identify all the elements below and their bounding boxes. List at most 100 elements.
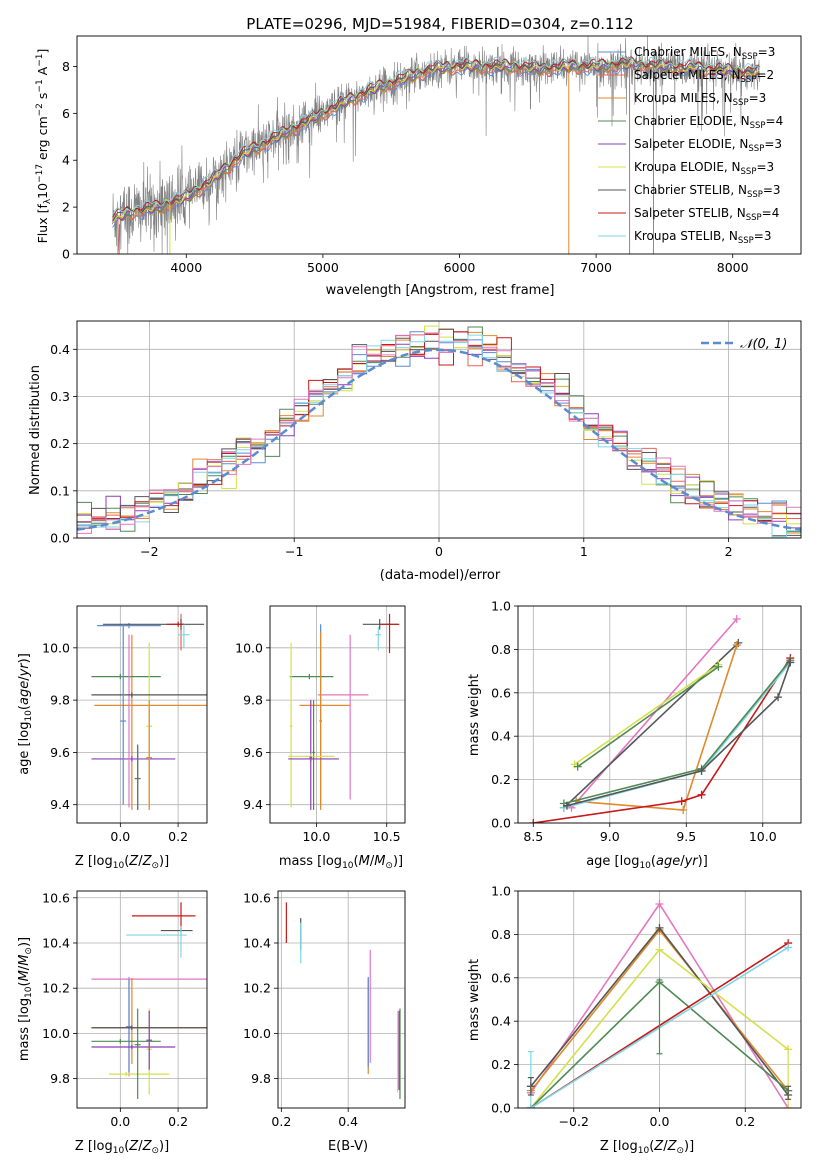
- data-layer: [285, 902, 401, 1099]
- y-tick-label: 1.0: [491, 884, 511, 899]
- x-tick-label: 0.4: [338, 1114, 358, 1129]
- spectrum-plot: 4000 5000 6000 7000 8000 0 2 4 6 8: [62, 35, 802, 275]
- weight-vs-age-ylabel: mass weight: [467, 674, 482, 756]
- legend-entry: Kroupa STELIB, NSSP=3: [634, 229, 772, 246]
- mass-weight-line: [566, 662, 792, 807]
- spectrum-ylabel-part: Flux [f: [35, 204, 50, 244]
- axes-border: [277, 890, 406, 1109]
- axes-border: [76, 890, 208, 1109]
- data-layer: [526, 900, 793, 1108]
- y-tick-label: 0.0: [491, 1101, 511, 1116]
- spectrum-ylabel-sub: λ: [43, 198, 53, 204]
- y-tick-label: 2: [62, 200, 70, 215]
- y-tick-label: 0.4: [50, 342, 70, 357]
- age-vs-mass-plot: 10.0 10.5 9.4 9.6 9.8 10.0: [235, 605, 406, 844]
- spectrum-ylabel-sup: −17: [35, 164, 45, 183]
- x-tick-label: 0.0: [110, 829, 130, 844]
- legend-entry: Salpeter STELIB, NSSP=4: [634, 206, 779, 223]
- legend-entry: Kroupa ELODIE, NSSP=3: [634, 160, 774, 177]
- y-tick-label: 9.4: [50, 797, 70, 812]
- mass-weight-line: [563, 659, 791, 805]
- data-layer: [288, 613, 400, 810]
- y-tick-label: 0.0: [50, 531, 70, 546]
- x-tick-label: 5000: [307, 260, 339, 275]
- x-tick-label: −0.2: [559, 1114, 589, 1129]
- x-tick-label: 0.2: [168, 829, 188, 844]
- legend-entry: Chabrier ELODIE, NSSP=4: [634, 114, 783, 131]
- mass-weight-marker: [774, 693, 783, 702]
- mass-vs-z-xlabel: Z [log10(Z/Z⊙)]: [75, 1139, 169, 1156]
- age-vs-mass-xlabel: mass [log10(M/M⊙)]: [279, 854, 403, 871]
- axes-frame: 4000 5000 6000 7000 8000 0 2 4 6 8: [62, 35, 802, 275]
- spectrum-title: PLATE=0296, MJD=51984, FIBERID=0304, z=0…: [246, 15, 633, 33]
- y-tick-label: 10.0: [42, 1026, 70, 1041]
- mass-weight-marker: [732, 615, 741, 624]
- mass-weight-marker: [697, 766, 706, 775]
- data-layer: [91, 902, 207, 1099]
- mass-vs-z-ylabel: mass [log10(M/M⊙)]: [17, 937, 34, 1061]
- spectrum-ylabel-part: erg cm: [35, 116, 50, 164]
- y-tick-label: 0.0: [491, 816, 511, 831]
- x-tick-label: 0.0: [110, 1114, 130, 1129]
- x-tick-label: 0: [435, 544, 443, 559]
- mass-weight-marker: [655, 900, 664, 909]
- y-tick-label: 0.4: [491, 1014, 511, 1029]
- x-tick-label: 6000: [444, 260, 476, 275]
- mass-weight-line: [576, 644, 738, 811]
- axes-border: [76, 605, 208, 824]
- grid-lines: [270, 606, 405, 823]
- mass-vs-ebv-plot: 0.2 0.4 9.8 10.0 10.2 10.4 10.6: [243, 890, 406, 1129]
- x-tick-label: 1: [580, 544, 588, 559]
- model-spectrum: [112, 56, 760, 218]
- y-tick-label: 9.6: [50, 745, 70, 760]
- mass-vs-z-plot: 0.0 0.2 9.8 10.0 10.2 10.4 10.6: [42, 890, 208, 1129]
- y-tick-label: 8: [62, 59, 70, 74]
- x-tick-label: 0.2: [168, 1114, 188, 1129]
- data-layer: [77, 325, 801, 538]
- weight-vs-age-plot: 8.5 9.0 9.5 10.0 0.0 0.2 0.4 0.6 0.8 1.0: [491, 599, 802, 844]
- model-spectrum: [112, 59, 760, 223]
- x-tick-label: −1: [285, 544, 303, 559]
- axes-border: [517, 890, 802, 1109]
- y-tick-label: 0.1: [50, 483, 70, 498]
- grid-lines: [518, 605, 801, 824]
- mass-weight-marker: [784, 943, 793, 952]
- legend-entry: Salpeter MILES, NSSP=2: [634, 68, 774, 85]
- y-tick-label: 0.2: [491, 772, 511, 787]
- x-tick-label: 2: [725, 544, 733, 559]
- y-tick-label: 6: [62, 106, 70, 121]
- grid-lines: [77, 891, 207, 1108]
- spectrum-ylabel-sup: −1: [35, 54, 45, 67]
- y-tick-label: 0.2: [50, 436, 70, 451]
- model-spectrum: [112, 54, 760, 215]
- spectrum-xlabel: wavelength [Angstrom, rest frame]: [326, 283, 555, 298]
- legend-entry: Salpeter ELODIE, NSSP=3: [634, 137, 782, 154]
- spectrum-ylabel: Flux [fλ10−17 erg cm−2 s−1 A−1]: [35, 49, 53, 244]
- x-tick-label: 0.2: [735, 1114, 755, 1129]
- y-tick-label: 9.8: [50, 1071, 70, 1086]
- spectrum-ylabel-part: ]: [35, 49, 50, 54]
- y-tick-label: 10.4: [42, 935, 70, 950]
- y-tick-label: 0.6: [491, 970, 511, 985]
- residuals-xlabel: (data-model)/error: [380, 568, 501, 583]
- spectrum-ylabel-part: A: [35, 66, 50, 79]
- mass-weight-line: [570, 618, 738, 809]
- axes-border: [517, 605, 802, 824]
- x-tick-label: 8000: [717, 260, 749, 275]
- y-tick-label: 9.6: [243, 745, 263, 760]
- x-tick-label: 10.0: [302, 829, 330, 844]
- x-tick-label: 9.5: [676, 829, 696, 844]
- mass-weight-line: [577, 666, 719, 768]
- residual-histogram: [77, 332, 801, 534]
- weight-vs-z-ylabel: mass weight: [467, 959, 482, 1041]
- mass-weight-marker: [677, 797, 686, 806]
- model-spectrum: [112, 61, 760, 222]
- y-tick-label: 10.6: [243, 890, 271, 905]
- y-tick-label: 0.2: [491, 1057, 511, 1072]
- axes-frame: −2 −1 0 1 2 0.0 0.1 0.2 0.3 0.4: [50, 320, 802, 559]
- grid-lines: [77, 606, 207, 823]
- axes-frame: −0.2 0.0 0.2 0.0 0.2 0.4 0.6 0.8 1.0: [491, 884, 802, 1129]
- normal-legend-label: 𝒩(0, 1): [740, 337, 787, 352]
- legend-entry: Kroupa MILES, NSSP=3: [634, 91, 766, 108]
- y-tick-label: 9.8: [50, 693, 70, 708]
